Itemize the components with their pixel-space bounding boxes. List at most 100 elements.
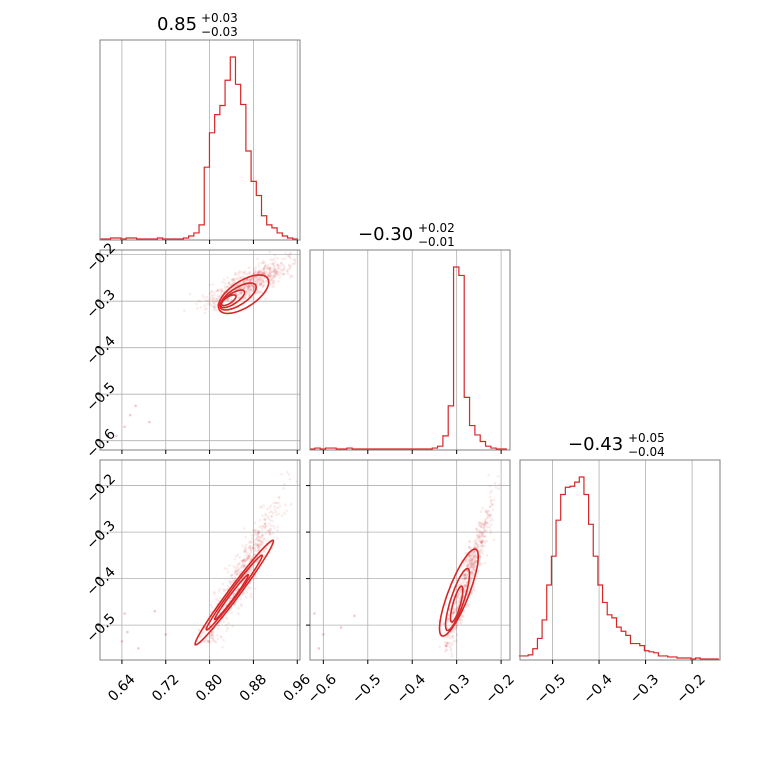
- scatter-p0-p1-sample-point: [253, 268, 256, 271]
- scatter-p1-p2-sample-point: [468, 545, 471, 549]
- scatter-p0-p1-sample-point: [211, 304, 214, 308]
- scatter-p0-p1-sample-point: [252, 289, 255, 292]
- scatter-p0-p1-sample-point: [281, 263, 285, 267]
- scatter-p1-p2-sample-point: [472, 566, 475, 570]
- scatter-p0-p1-sample-point: [206, 302, 209, 306]
- scatter-p1-p2-sample-point: [473, 588, 476, 592]
- scatter-p0-p1-sample-point: [287, 254, 290, 258]
- scatter-p0-p2-sample-point: [244, 543, 248, 547]
- scatter-p1-p2-sample-point: [472, 562, 475, 566]
- scatter-p0-p2-sample-point: [251, 541, 254, 544]
- scatter-p0-p2-sample-point: [239, 570, 242, 574]
- scatter-p0-p1-sample-point: [210, 290, 213, 294]
- scatter-p1-p2-sample-point: [446, 618, 450, 622]
- scatter-p0-p1-ytick-label-0: −0.2: [84, 240, 119, 275]
- scatter-p0-p1-sample-point: [286, 270, 290, 273]
- scatter-p0-p1-sample-point: [248, 272, 252, 276]
- scatter-p0-p2-sample-point: [295, 480, 299, 483]
- scatter-p0-p1-sample-point: [287, 254, 290, 257]
- scatter-p0-p2-xtick-label-0: 0.64: [105, 671, 138, 704]
- scatter-p0-p2-sample-point: [263, 522, 267, 525]
- scatter-p0-p1-sample-point: [291, 262, 295, 266]
- scatter-p0-p1-sample-point: [188, 292, 192, 296]
- scatter-p0-p1-sample-point: [268, 265, 272, 269]
- scatter-p0-p1-sample-point: [247, 284, 251, 288]
- scatter-p0-p2-sample-point: [280, 514, 284, 517]
- scatter-p1-p2-sample-point: [448, 608, 452, 612]
- scatter-p0-p2-sample-point: [282, 486, 285, 490]
- scatter-p0-p2-sample-point: [236, 573, 240, 577]
- scatter-p0-p1-sample-point: [263, 261, 267, 265]
- scatter-p0-p2-sample-point: [289, 502, 293, 506]
- scatter-p0-p1-sample-point: [226, 285, 230, 289]
- scatter-p0-p1-sample-point: [272, 285, 276, 288]
- scatter-p0-p2-sample-point: [268, 532, 271, 535]
- scatter-p0-p1-sample-point: [232, 278, 236, 281]
- scatter-p0-p1-outlier-4: [134, 404, 137, 408]
- scatter-p1-p2-sample-point: [472, 560, 475, 564]
- scatter-p1-p2-sample-point: [464, 576, 467, 580]
- scatter-p0-p2-sample-point: [287, 473, 291, 476]
- scatter-p0-p1-sample-point: [244, 286, 247, 289]
- scatter-p1-p2-sample-point: [452, 611, 456, 615]
- scatter-p0-p2-sample-point: [236, 569, 239, 572]
- scatter-p1-p2-sample-point: [477, 569, 480, 573]
- scatter-p0-p2-sample-point: [242, 562, 245, 565]
- scatter-p0-p1-sample-point: [210, 289, 214, 293]
- scatter-p1-p2-sample-point: [473, 554, 476, 558]
- scatter-p0-p2-sample-point: [258, 546, 262, 550]
- scatter-p0-p1-sample-point: [235, 277, 239, 281]
- scatter-p0-p1-sample-point: [272, 263, 275, 266]
- scatter-p0-p1-sample-point: [273, 270, 276, 274]
- scatter-p0-p1-sample-point: [240, 287, 243, 290]
- scatter-p1-p2-sample-point: [468, 554, 472, 558]
- scatter-p0-p1-ytick-label-3: −0.5: [84, 380, 119, 415]
- scatter-p0-p2-sample-point: [248, 555, 251, 559]
- scatter-p0-p2-sample-point: [261, 525, 265, 528]
- scatter-p0-p1-sample-point: [235, 283, 239, 287]
- scatter-p0-p1-sample-point: [257, 269, 260, 273]
- scatter-p1-p2-sample-point: [468, 563, 471, 566]
- scatter-p0-p1-sample-point: [260, 271, 264, 274]
- scatter-p0-p1-sample-point: [263, 266, 266, 270]
- scatter-p0-p2-sample-point: [243, 527, 246, 530]
- scatter-p0-p1-sample-point: [258, 277, 261, 280]
- scatter-p0-p2-sample-point: [259, 540, 263, 544]
- scatter-p0-p1-sample-point: [266, 273, 270, 277]
- scatter-p0-p2-sample-point: [230, 576, 234, 580]
- scatter-p1-p2-sample-point: [484, 518, 488, 521]
- scatter-p1-p2-sample-point: [478, 563, 482, 567]
- scatter-p0-p1-sample-point: [216, 298, 219, 301]
- scatter-p1-p2-sample-point: [470, 558, 474, 561]
- scatter-p0-p2-sample-point: [234, 572, 237, 575]
- scatter-p0-p2-sample-point: [236, 569, 239, 572]
- scatter-p1-p2-sample-point: [473, 554, 476, 557]
- scatter-p0-p2-outlier-2: [137, 647, 140, 650]
- scatter-p0-p2-sample-point: [224, 624, 228, 627]
- scatter-p1-p2-sample-point: [480, 541, 484, 545]
- scatter-p0-p2-sample-point: [253, 549, 256, 553]
- scatter-p1-p2-sample-point: [471, 559, 474, 562]
- scatter-p1-p2-sample-point: [455, 624, 459, 628]
- scatter-p0-p2-sample-point: [209, 632, 212, 635]
- scatter-p1-p2-sample-point: [446, 641, 450, 645]
- scatter-p0-p2-sample-point: [216, 599, 220, 602]
- scatter-p1-p2-sample-point: [438, 645, 442, 649]
- scatter-p1-p2-sample-point: [469, 577, 473, 580]
- scatter-p1-p2-outlier-1: [322, 633, 325, 636]
- scatter-p0-p2-ytick-label-0: −0.2: [84, 471, 119, 506]
- scatter-p0-p2-sample-point: [268, 532, 272, 536]
- scatter-p0-p1-contour-1: [219, 282, 258, 311]
- scatter-p0-p1-sample-point: [263, 276, 267, 280]
- scatter-p1-p2-sample-point: [451, 611, 455, 615]
- scatter-p1-p2-sample-point: [494, 486, 498, 489]
- scatter-p0-p2-sample-point: [276, 528, 280, 532]
- scatter-p0-p2-sample-point: [244, 559, 247, 563]
- scatter-p0-p1-sample-point: [236, 297, 239, 301]
- scatter-p1-p2-sample-point: [473, 564, 476, 567]
- scatter-p1-p2-sample-point: [472, 551, 476, 554]
- scatter-p0-p1-sample-point: [249, 287, 253, 291]
- scatter-p1-p2-sample-point: [464, 573, 467, 577]
- scatter-p0-p2-sample-point: [255, 544, 259, 548]
- scatter-p0-p1-sample-point: [247, 290, 251, 293]
